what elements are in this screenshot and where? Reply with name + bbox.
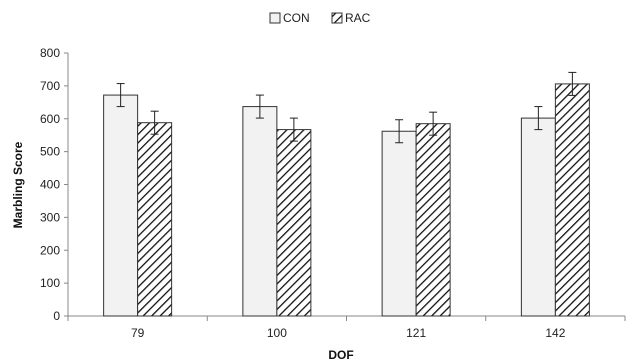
- y-tick-label: 300: [40, 210, 60, 224]
- legend-swatch-rac: [331, 12, 343, 24]
- legend-label-con: CON: [283, 11, 310, 25]
- error-bar-rac-142: [568, 71, 577, 96]
- error-bar-con-79: [116, 83, 125, 108]
- y-axis-title: Marbling Score: [11, 141, 25, 228]
- y-tick-label: 0: [53, 309, 60, 323]
- x-tick-label: 121: [406, 326, 426, 340]
- x-tick-label: 142: [545, 326, 565, 340]
- error-bar-rac-121: [429, 111, 438, 136]
- legend: CON RAC: [269, 11, 371, 25]
- error-bar-con-142: [534, 106, 543, 131]
- x-axis-title: DOF: [328, 348, 353, 362]
- bar-rac-121: [415, 123, 451, 317]
- x-ticks: 79 100 121 142: [67, 316, 626, 340]
- error-bar-rac-79: [150, 110, 159, 135]
- error-bar-rac-100: [289, 117, 298, 142]
- y-ticks: 0 100 200 300 400 500 600 700 800: [40, 46, 68, 323]
- bar-rac-79: [137, 122, 173, 317]
- y-tick-label: 700: [40, 79, 60, 93]
- y-tick-label: 500: [40, 145, 60, 159]
- error-bar-con-100: [255, 94, 264, 119]
- y-tick-label: 600: [40, 112, 60, 126]
- y-tick-label: 400: [40, 178, 60, 192]
- bar-rac-100: [276, 129, 312, 317]
- bar-con-79: [103, 94, 139, 317]
- y-tick-label: 800: [40, 46, 60, 60]
- y-tick-label: 200: [40, 243, 60, 257]
- y-tick-label: 100: [40, 276, 60, 290]
- legend-label-rac: RAC: [345, 11, 371, 25]
- error-bar-con-121: [395, 119, 404, 144]
- bar-con-100: [242, 106, 278, 317]
- bar-rac-142: [554, 83, 590, 317]
- bars: [103, 83, 590, 317]
- bar-con-121: [381, 130, 417, 317]
- error-bars: [116, 71, 577, 144]
- bar-con-142: [520, 117, 556, 317]
- x-tick-label: 100: [267, 326, 287, 340]
- legend-swatch-con: [269, 12, 281, 24]
- x-tick-label: 79: [131, 326, 145, 340]
